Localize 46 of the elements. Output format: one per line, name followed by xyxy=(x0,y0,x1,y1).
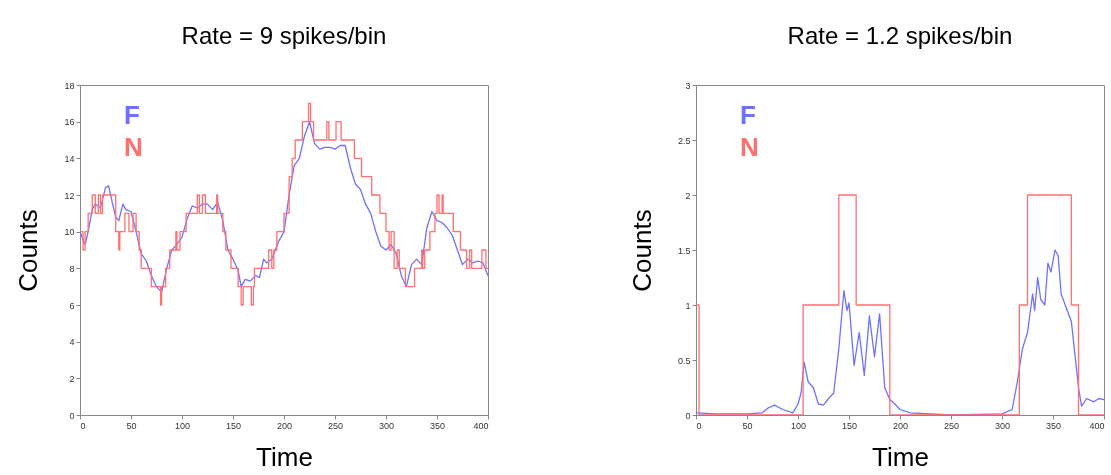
x-tick-label: 350 xyxy=(1045,420,1062,431)
y-tick-label: 14 xyxy=(64,153,75,164)
x-axis-title: Time xyxy=(256,441,313,472)
y-tick-label: 1.5 xyxy=(677,245,691,256)
x-tick-label: 200 xyxy=(276,420,293,431)
y-tick-label: 1 xyxy=(685,300,691,311)
x-tick-label: 400 xyxy=(1089,420,1105,431)
y-tick-label: 2 xyxy=(685,190,691,201)
x-tick-label: 100 xyxy=(790,420,807,431)
x-tick-label: 50 xyxy=(126,420,137,431)
x-tick-label: 250 xyxy=(327,420,344,431)
y-tick-label: 6 xyxy=(69,300,75,311)
x-tick-label: 100 xyxy=(174,420,191,431)
y-tick-label: 2 xyxy=(69,373,75,384)
series-label: N xyxy=(124,132,143,162)
y-tick-label: 18 xyxy=(64,80,75,91)
y-tick-label: 0 xyxy=(685,410,691,421)
x-tick-label: 350 xyxy=(429,420,446,431)
y-tick-label: 8 xyxy=(69,263,75,274)
y-axis-title: Counts xyxy=(13,209,44,292)
x-tick-label: 0 xyxy=(696,420,702,431)
text: F xyxy=(124,100,140,130)
y-tick-label: 16 xyxy=(64,117,75,128)
y-tick-label: 2.5 xyxy=(677,135,691,146)
x-axis-title: Time xyxy=(872,441,929,472)
y-axis-title: Counts xyxy=(626,209,657,292)
y-tick-label: 10 xyxy=(64,227,75,238)
x-tick-label: 250 xyxy=(943,420,960,431)
x-tick-label: 300 xyxy=(378,420,395,431)
x-tick-label: 400 xyxy=(473,420,489,431)
line-series xyxy=(696,249,1104,415)
y-tick-label: 12 xyxy=(64,190,75,201)
y-tick-label: 3 xyxy=(685,80,691,91)
y-tick-label: 0 xyxy=(69,410,75,421)
chart-title: Rate = 1.2 spikes/bin xyxy=(787,22,1013,49)
x-tick-label: 50 xyxy=(742,420,753,431)
y-tick-label: 0.5 xyxy=(677,355,691,366)
x-tick-label: 150 xyxy=(225,420,242,431)
x-tick-label: 0 xyxy=(80,420,86,431)
x-tick-label: 150 xyxy=(841,420,858,431)
y-tick-label: 4 xyxy=(69,337,75,348)
x-tick-label: 300 xyxy=(994,420,1011,431)
chart-title: Rate = 9 spikes/bin xyxy=(181,22,387,49)
text: N xyxy=(740,132,759,162)
text: F xyxy=(740,100,756,130)
x-tick-label: 200 xyxy=(892,420,909,431)
